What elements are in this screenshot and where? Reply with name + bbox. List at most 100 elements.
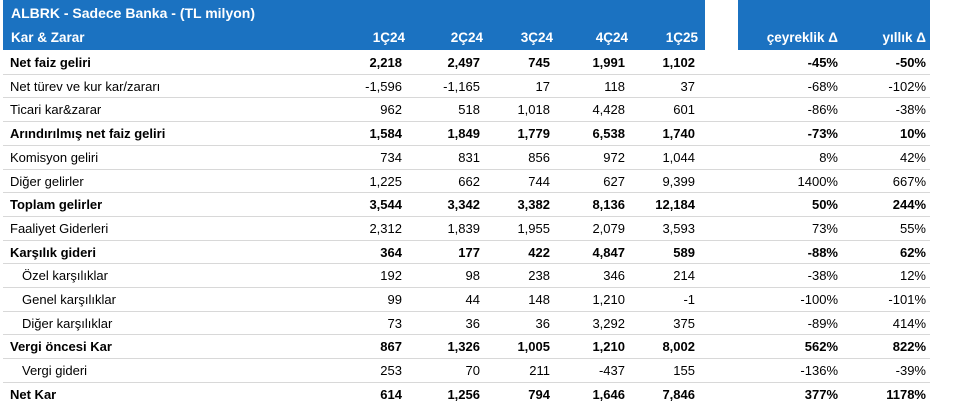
table-row: Özel karşılıklar 192 98 238 346 214 -38% 12% bbox=[0, 264, 960, 287]
table-row: Genel karşılıklar 99 44 148 1,210 -1 -100% -101… bbox=[0, 288, 960, 311]
row-label: Diğer gelirler bbox=[10, 173, 84, 189]
row-value: 8,002 bbox=[662, 339, 695, 355]
row-divider bbox=[3, 168, 930, 170]
row-value: 1,740 bbox=[662, 126, 695, 142]
table-header-main: ALBRK - Sadece Banka - (TL milyon) Kar &… bbox=[3, 0, 705, 50]
row-value: 3,342 bbox=[447, 197, 480, 213]
row-value: 627 bbox=[603, 173, 625, 189]
row-value: 422 bbox=[528, 244, 550, 260]
yearly-delta: -38% bbox=[895, 102, 926, 118]
quarterly-delta: 562% bbox=[804, 339, 838, 355]
row-value: 662 bbox=[458, 173, 480, 189]
quarterly-delta: -89% bbox=[807, 315, 838, 331]
row-value: 745 bbox=[528, 55, 550, 70]
row-value: 744 bbox=[528, 173, 550, 189]
row-value: 1,225 bbox=[369, 173, 402, 189]
row-value: 601 bbox=[673, 102, 695, 118]
yearly-delta: 1178% bbox=[886, 386, 926, 402]
row-value: 518 bbox=[458, 102, 480, 118]
quarterly-delta: 50% bbox=[811, 197, 838, 213]
row-value: 3,593 bbox=[662, 220, 695, 236]
quarterly-delta: -86% bbox=[807, 102, 838, 118]
quarterly-delta: -45% bbox=[807, 55, 838, 70]
row-value: 214 bbox=[673, 268, 695, 284]
yearly-delta: -102% bbox=[888, 78, 926, 94]
row-value: 962 bbox=[380, 102, 402, 118]
table-row: Vergi öncesi Kar 867 1,326 1,005 1,210 8,002 5… bbox=[0, 335, 960, 358]
row-divider bbox=[3, 121, 930, 123]
row-label: Vergi gideri bbox=[22, 363, 88, 379]
row-value: 1,584 bbox=[369, 126, 402, 142]
table-row: Net Kar 614 1,256 794 1,646 7,846 377% 1178% bbox=[0, 383, 960, 406]
row-label: Faaliyet Giderleri bbox=[10, 220, 109, 236]
row-value: 1,849 bbox=[447, 126, 480, 142]
row-value: 1,044 bbox=[662, 149, 695, 165]
yearly-delta: 244% bbox=[892, 197, 926, 213]
table-row: Komisyon geliri 734 831 856 972 1,044 8% 42% bbox=[0, 146, 960, 169]
row-label: Komisyon geliri bbox=[10, 149, 99, 165]
row-value: 1,955 bbox=[517, 220, 550, 236]
row-value: 867 bbox=[380, 339, 402, 355]
table-row: Faaliyet Giderleri 2,312 1,839 1,955 2,079 3,… bbox=[0, 217, 960, 240]
row-value: 155 bbox=[673, 363, 695, 379]
row-value: 4,428 bbox=[592, 102, 625, 118]
col-header-3q24: 3Ç24 bbox=[520, 30, 553, 45]
row-value: 2,079 bbox=[592, 220, 625, 236]
table-row: Diğer karşılıklar 73 36 36 3,292 375 -89% 414% bbox=[0, 312, 960, 335]
row-value: 3,382 bbox=[517, 197, 550, 213]
table-row: Toplam gelirler 3,544 3,342 3,382 8,136 12,18… bbox=[0, 193, 960, 216]
row-divider bbox=[3, 358, 930, 360]
quarterly-delta: 377% bbox=[804, 386, 838, 402]
row-value: 118 bbox=[604, 78, 625, 94]
col-header-yearly-delta: yıllık Δ bbox=[882, 30, 926, 45]
row-value: 192 bbox=[380, 268, 402, 284]
table-row: Diğer gelirler 1,225 662 744 627 9,399 1400% 66… bbox=[0, 170, 960, 193]
quarterly-delta: -88% bbox=[807, 244, 838, 260]
table-header-delta: çeyreklik Δ yıllık Δ bbox=[738, 0, 930, 50]
yearly-delta: 55% bbox=[899, 220, 926, 236]
row-divider bbox=[3, 192, 930, 194]
row-value: 375 bbox=[673, 315, 695, 331]
row-value: 1,256 bbox=[447, 386, 480, 402]
row-label: Net türev ve kur kar/zararı bbox=[10, 78, 161, 94]
quarterly-delta: -100% bbox=[800, 292, 838, 307]
row-value: 1,779 bbox=[517, 126, 550, 142]
row-value: -437 bbox=[598, 363, 625, 379]
row-value: 37 bbox=[680, 78, 695, 94]
table-row: Net faiz geliri 2,218 2,497 745 1,991 1,102 -4… bbox=[0, 51, 960, 74]
row-value: 99 bbox=[387, 292, 402, 307]
section-title: Kar & Zarar bbox=[11, 30, 85, 45]
yearly-delta: 822% bbox=[892, 339, 926, 355]
row-label: Net Kar bbox=[10, 386, 57, 402]
row-value: 972 bbox=[603, 149, 625, 165]
yearly-delta: -50% bbox=[895, 55, 926, 70]
row-value: 3,292 bbox=[592, 315, 625, 331]
row-divider bbox=[3, 334, 930, 336]
row-value: 1,326 bbox=[447, 339, 480, 355]
row-divider bbox=[3, 97, 930, 99]
row-value: 1,102 bbox=[662, 55, 695, 70]
row-divider bbox=[3, 144, 930, 146]
row-divider bbox=[3, 215, 930, 217]
row-label: Vergi öncesi Kar bbox=[10, 339, 112, 355]
row-label: Toplam gelirler bbox=[10, 197, 103, 213]
row-label: Net faiz geliri bbox=[10, 55, 91, 70]
row-value: 4,847 bbox=[592, 244, 625, 260]
quarterly-delta: 1400% bbox=[797, 173, 838, 189]
row-value: 1,005 bbox=[517, 339, 550, 355]
row-value: -1 bbox=[683, 292, 695, 307]
row-label: Diğer karşılıklar bbox=[22, 315, 113, 331]
quarterly-delta: -73% bbox=[807, 126, 838, 142]
table-row: Arındırılmış net faiz geliri 1,584 1,849 1,… bbox=[0, 122, 960, 145]
table-row: Net türev ve kur kar/zararı -1,596 -1,165 1… bbox=[0, 75, 960, 98]
yearly-delta: 667% bbox=[892, 173, 926, 189]
quarterly-delta: 8% bbox=[819, 149, 838, 165]
row-value: 734 bbox=[380, 149, 402, 165]
yearly-delta: -101% bbox=[888, 292, 926, 307]
row-value: 12,184 bbox=[655, 197, 695, 213]
yearly-delta: 62% bbox=[899, 244, 926, 260]
row-value: 614 bbox=[380, 386, 402, 402]
row-value: 44 bbox=[465, 292, 480, 307]
row-value: 364 bbox=[380, 244, 402, 260]
quarterly-delta: -136% bbox=[800, 363, 838, 379]
